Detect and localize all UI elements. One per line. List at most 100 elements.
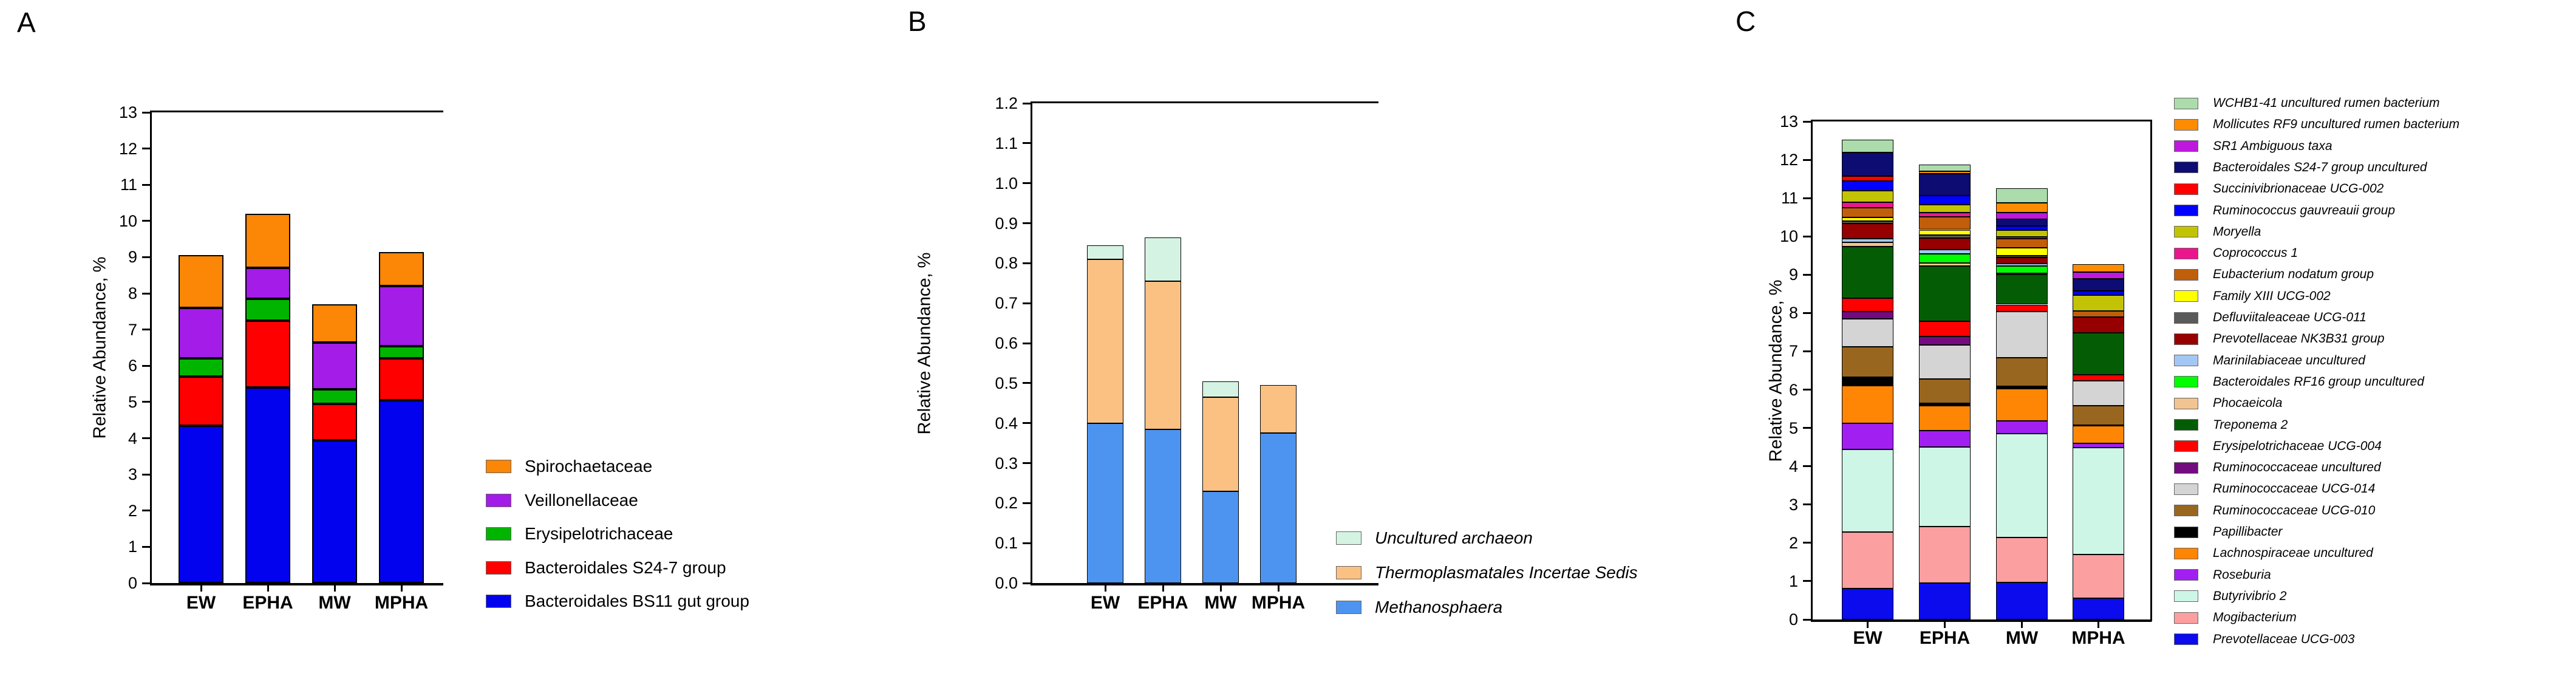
bar-segment xyxy=(1996,213,2048,220)
bar-segment xyxy=(1996,266,2048,274)
x-tick xyxy=(1867,622,1869,628)
top-frame-line xyxy=(150,111,443,112)
legend-row: Ruminococcus gauvreauii group xyxy=(2174,203,2395,218)
bar-segment xyxy=(179,425,223,583)
bar-segment xyxy=(1919,213,1971,217)
bar-segment xyxy=(2073,554,2124,599)
legend-row: Thermoplasmatales Incertae Sedis xyxy=(1336,563,1638,582)
y-tick-label: 6 xyxy=(128,357,137,375)
y-tick xyxy=(142,183,150,186)
y-tick xyxy=(142,473,150,476)
y-tick-label: 7 xyxy=(1788,342,1798,361)
legend-row: Succinivibrionaceae UCG-002 xyxy=(2174,182,2383,196)
bar-segment xyxy=(379,286,424,346)
legend-swatch xyxy=(2174,268,2198,281)
bar-segment xyxy=(179,358,223,377)
bar-segment xyxy=(1842,386,1893,424)
y-tick xyxy=(142,111,150,114)
legend-label: Mogibacterium xyxy=(2213,610,2297,625)
bar-segment xyxy=(1842,318,1893,347)
bar-segment xyxy=(1996,248,2048,256)
panel-b-label: B xyxy=(908,5,927,37)
y-tick xyxy=(1023,262,1031,264)
bar-segment xyxy=(1996,257,2048,264)
legend-label: Ruminococcaceae UCG-014 xyxy=(2213,482,2376,496)
y-tick-label: 1.2 xyxy=(995,94,1018,112)
legend-row: Eubacterium nodatum group xyxy=(2174,267,2374,282)
bar-segment xyxy=(1842,298,1893,312)
legend-label: Spirochaetaceae xyxy=(525,457,653,476)
legend-label: Papillibacter xyxy=(2213,525,2283,539)
x-tick xyxy=(267,585,269,592)
x-category-label: EPHA xyxy=(1919,628,1971,648)
bar-segment xyxy=(1919,336,1971,346)
legend-label: Moryella xyxy=(2213,224,2261,239)
legend-row: Prevotellaceae NK3B31 group xyxy=(2174,332,2385,346)
y-axis-line xyxy=(1811,120,1813,621)
y-tick-label: 11 xyxy=(1780,189,1798,208)
bar-segment xyxy=(1087,423,1123,583)
legend-swatch xyxy=(2174,526,2198,538)
y-tick-label: 0.0 xyxy=(995,574,1018,592)
legend-swatch xyxy=(2174,590,2198,602)
bar-segment xyxy=(312,389,357,404)
legend-swatch xyxy=(2174,290,2198,302)
bar-segment xyxy=(2073,381,2124,406)
y-tick-label: 0.4 xyxy=(995,414,1018,432)
legend-row: Bacteroidales BS11 gut group xyxy=(486,592,749,611)
bar-segment xyxy=(1087,245,1123,259)
y-tick-label: 6 xyxy=(1788,380,1798,399)
legend-row: Bacteroidales RF16 group uncultured xyxy=(2174,375,2424,389)
x-category-label: MPHA xyxy=(1251,593,1306,613)
x-category-label: MW xyxy=(318,593,351,613)
x-category-label: MW xyxy=(2005,628,2039,648)
legend-swatch xyxy=(2174,505,2198,517)
legend-swatch xyxy=(2174,162,2198,174)
legend-label: Marinilabiaceae uncultured xyxy=(2213,353,2365,367)
bar-segment xyxy=(1996,421,2048,434)
bar-segment xyxy=(1919,230,1971,235)
legend-swatch xyxy=(486,460,511,473)
legend-label: Veillonellaceae xyxy=(525,490,638,510)
bar-segment xyxy=(1919,250,1971,254)
x-tick xyxy=(2097,622,2099,628)
bar-segment xyxy=(1202,397,1239,491)
legend-label: Treponema 2 xyxy=(2213,417,2288,432)
bar-segment xyxy=(179,307,223,359)
bar-segment xyxy=(1996,273,2048,275)
y-tick-label: 0.9 xyxy=(995,214,1018,233)
bar-segment xyxy=(2073,290,2124,295)
y-tick xyxy=(1023,302,1031,304)
y-tick-label: 12 xyxy=(1779,151,1798,169)
legend-row: Mollicutes RF9 uncultured rumen bacteriu… xyxy=(2174,117,2459,132)
y-tick-label: 2 xyxy=(128,501,137,520)
bar-segment xyxy=(1919,321,1971,337)
legend-label: Uncultured archaeon xyxy=(1375,528,1533,547)
y-tick xyxy=(142,582,150,584)
y-tick xyxy=(1023,542,1031,544)
bar-segment xyxy=(2073,311,2124,318)
y-tick xyxy=(1803,197,1811,199)
bar-segment xyxy=(1996,237,2048,239)
bar-segment xyxy=(1996,434,2048,537)
bar-segment xyxy=(312,342,357,390)
legend-label: Ruminococcus gauvreauii group xyxy=(2213,203,2395,217)
legend-row: Uncultured archaeon xyxy=(1336,528,1533,548)
legend-row: Erysipelotrichaceae xyxy=(486,524,673,544)
bar-segment xyxy=(1145,429,1181,583)
x-category-label: MW xyxy=(1204,593,1237,613)
bar-segment xyxy=(1260,385,1297,434)
panel-b-y-axis-label: Relative Abundance, % xyxy=(915,252,935,435)
x-tick xyxy=(400,585,403,592)
y-tick xyxy=(1023,222,1031,224)
bar-segment xyxy=(1842,588,1893,619)
y-tick-label: 0.1 xyxy=(995,534,1018,553)
legend-swatch xyxy=(2174,355,2198,367)
bar-segment xyxy=(179,377,223,426)
legend-swatch xyxy=(2174,226,2198,238)
y-tick xyxy=(1803,503,1811,506)
bar-segment xyxy=(2073,443,2124,448)
legend-swatch xyxy=(2174,462,2198,474)
y-tick xyxy=(1803,427,1811,429)
y-tick xyxy=(1803,312,1811,314)
